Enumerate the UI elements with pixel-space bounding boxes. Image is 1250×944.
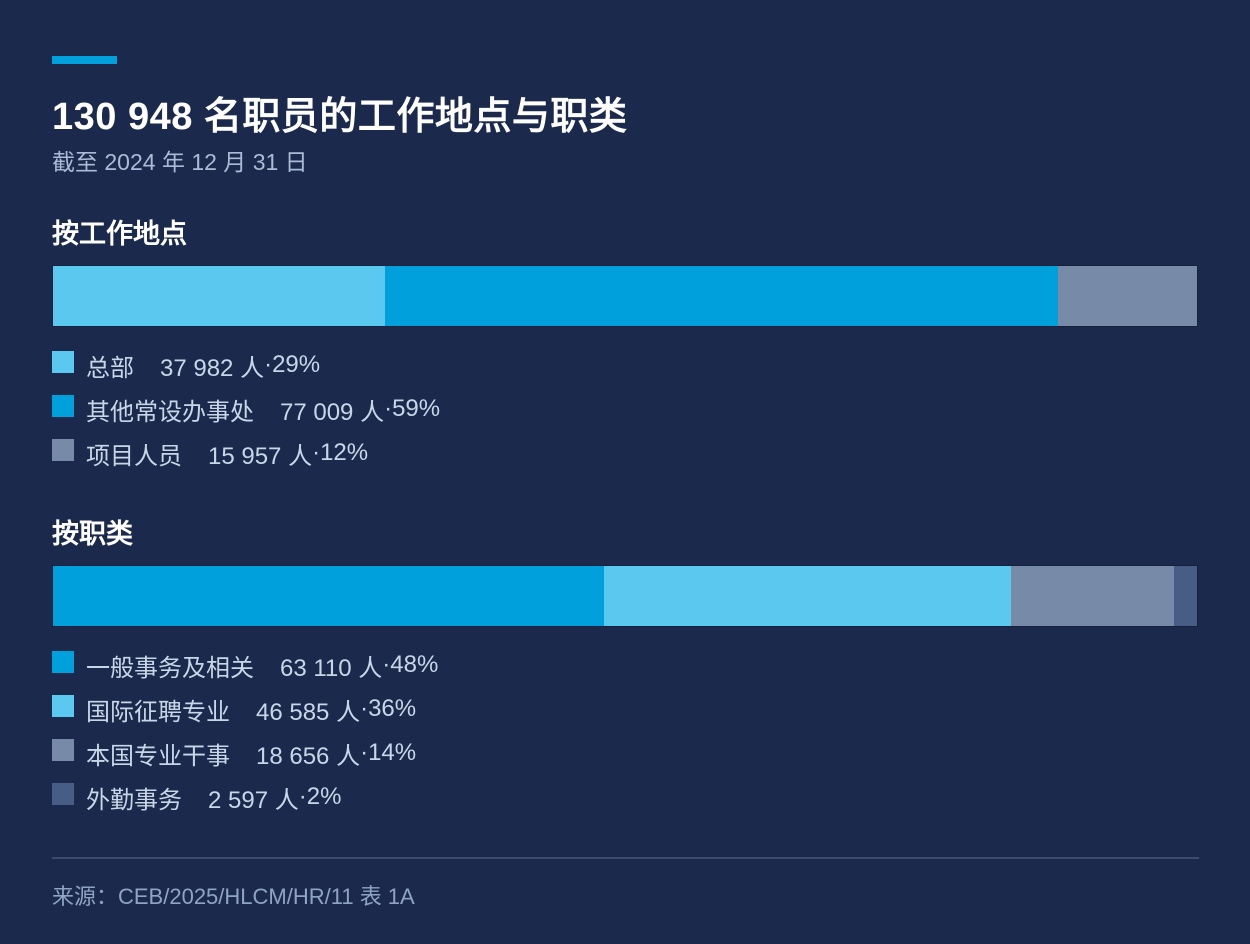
legend-item: 本国专业干事 18 656 人 · 14%	[52, 731, 438, 775]
legend-share: 59%	[392, 395, 441, 422]
bar-segment-0-1	[384, 266, 1058, 326]
bar-segment-0-2	[1057, 266, 1197, 326]
section-title-location: 按工作地点	[52, 219, 187, 249]
stacked-bar-category	[52, 565, 1198, 627]
legend-series-name: 总部	[86, 354, 134, 382]
legend-series-name: 国际征聘专业	[86, 698, 230, 726]
legend-value: 63 110 人	[280, 654, 383, 682]
legend-series-name: 外勤事务	[86, 786, 182, 814]
bar-segment-1-2	[1011, 566, 1175, 626]
legend-category: 一般事务及相关 63 110 人 · 48% 国际征聘专业 46 585 人 · 36…	[52, 643, 438, 819]
legend-share: 48%	[390, 651, 439, 678]
legend-series-name: 本国专业干事	[86, 742, 230, 770]
legend-location: 总部 37 982 人 · 29% 其他常设办事处 77 009 人 · 59% 项目人…	[52, 343, 440, 475]
legend-series-name: 其他常设办事处	[86, 398, 254, 426]
legend-series-name: 一般事务及相关	[86, 654, 254, 682]
legend-separator: ·	[298, 783, 307, 810]
legend-swatch	[52, 351, 74, 373]
section-title-category: 按职类	[52, 519, 133, 549]
legend-separator: ·	[382, 651, 391, 678]
legend-separator: ·	[360, 739, 369, 766]
legend-share: 36%	[368, 695, 417, 722]
legend-share: 12%	[320, 439, 369, 466]
bar-segment-1-0	[53, 566, 605, 626]
legend-value: 37 982 人	[160, 354, 265, 382]
bar-segment-1-3	[1174, 566, 1197, 626]
legend-separator: ·	[384, 395, 393, 422]
legend-item: 外勤事务 2 597 人 · 2%	[52, 775, 438, 819]
bar-segment-0-0	[53, 266, 385, 326]
legend-swatch	[52, 439, 74, 461]
stacked-bar-location	[52, 265, 1198, 327]
legend-swatch	[52, 739, 74, 761]
source-note: 来源：CEB/2025/HLCM/HR/11 表 1A	[52, 884, 415, 909]
footer-divider	[52, 857, 1199, 859]
legend-item: 国际征聘专业 46 585 人 · 36%	[52, 687, 438, 731]
legend-share: 29%	[272, 351, 321, 378]
legend-item: 项目人员 15 957 人 · 12%	[52, 431, 440, 475]
legend-item: 总部 37 982 人 · 29%	[52, 343, 440, 387]
legend-item: 其他常设办事处 77 009 人 · 59%	[52, 387, 440, 431]
legend-swatch	[52, 695, 74, 717]
bar-segment-1-1	[604, 566, 1012, 626]
legend-swatch	[52, 783, 74, 805]
legend-series-name: 项目人员	[86, 442, 182, 470]
legend-swatch	[52, 651, 74, 673]
legend-separator: ·	[264, 351, 273, 378]
legend-value: 15 957 人	[208, 442, 313, 470]
title-accent-bar	[52, 56, 117, 64]
legend-value: 77 009 人	[280, 398, 385, 426]
legend-separator: ·	[312, 439, 321, 466]
legend-value: 18 656 人	[256, 742, 361, 770]
legend-value: 46 585 人	[256, 698, 361, 726]
legend-share: 2%	[306, 783, 342, 810]
chart-subtitle: 截至 2024 年 12 月 31 日	[52, 149, 308, 175]
legend-share: 14%	[368, 739, 417, 766]
legend-swatch	[52, 395, 74, 417]
legend-value: 2 597 人	[208, 786, 299, 814]
legend-item: 一般事务及相关 63 110 人 · 48%	[52, 643, 438, 687]
legend-separator: ·	[360, 695, 369, 722]
chart-title: 130 948 名职员的工作地点与职类	[52, 96, 628, 138]
